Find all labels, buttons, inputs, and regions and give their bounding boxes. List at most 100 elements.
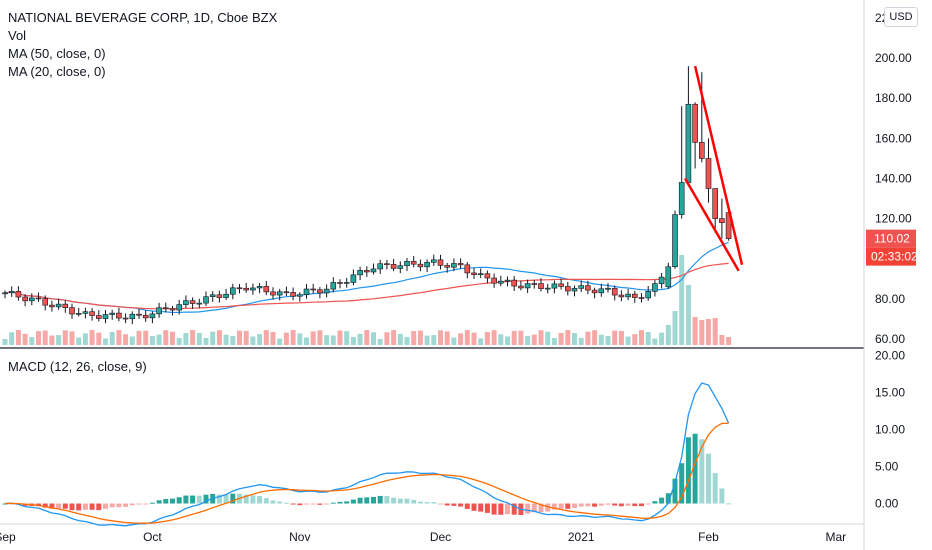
macd-histogram-bar	[525, 503, 531, 514]
macd-histogram-bar	[478, 503, 484, 512]
macd-histogram-bar	[659, 497, 665, 504]
volume-bar	[103, 338, 108, 345]
volume-bar	[679, 255, 685, 345]
volume-bar	[237, 330, 242, 345]
ma20-line	[4, 241, 729, 314]
candle-body	[236, 287, 243, 290]
macd-histogram-bar	[471, 503, 477, 511]
candle-body	[511, 279, 518, 287]
macd-histogram-bar	[49, 503, 55, 509]
price-tick-label: 160.00	[875, 131, 912, 145]
legend-title[interactable]: NATIONAL BEVERAGE CORP, 1D, Cboe BZX	[8, 10, 278, 25]
volume-bar	[357, 333, 363, 345]
volume-bar	[283, 332, 289, 345]
candle-body	[430, 259, 437, 263]
candle-body	[35, 297, 42, 300]
volume-bar	[458, 333, 464, 345]
volume-bar	[36, 331, 41, 345]
volume-bar	[277, 338, 283, 345]
volume-bar	[129, 336, 135, 345]
volume-bar	[210, 331, 216, 345]
volume-bar	[625, 336, 631, 345]
macd-histogram-bar	[618, 503, 624, 507]
macd-tick-label: 0.00	[875, 497, 899, 511]
macd-histogram-bar	[411, 499, 417, 504]
legend-macd[interactable]: MACD (12, 26, close, 9)	[8, 359, 147, 374]
currency-button[interactable]: USD	[884, 7, 918, 27]
volume-bar	[156, 334, 162, 345]
volume-bar	[498, 334, 504, 345]
volume-bar	[438, 330, 443, 345]
candle-body	[75, 313, 82, 315]
legend-vol[interactable]: Vol	[8, 28, 27, 43]
macd-histogram-bar	[364, 497, 370, 504]
macd-histogram-bar	[377, 495, 383, 504]
macd-histogram-bar	[505, 503, 510, 515]
legend-ma50[interactable]: MA (50, close, 0)	[8, 46, 106, 61]
macd-histogram-bar	[304, 503, 309, 505]
candle-body	[611, 287, 618, 296]
volume-bar	[324, 335, 330, 345]
volume-bar	[605, 335, 611, 345]
macd-histogram-bar	[82, 503, 88, 510]
macd-histogram-bar	[2, 503, 8, 505]
price-tick-label: 60.00	[875, 332, 905, 346]
candle-body	[417, 263, 424, 268]
volume-bar	[223, 334, 229, 345]
candle-body	[404, 261, 410, 267]
candle-body	[370, 268, 377, 273]
macd-histogram-bar	[699, 439, 705, 504]
candle-body	[42, 298, 49, 306]
candle-body	[283, 291, 290, 294]
volume-bar	[230, 336, 236, 345]
candle-body	[538, 283, 544, 289]
volume-bar	[551, 338, 557, 345]
macd-histogram-bar	[464, 503, 470, 509]
price-tick-label: 80.00	[875, 292, 905, 306]
candle-body	[544, 287, 551, 290]
macd-tick-label: 20.00	[875, 349, 905, 363]
macd-histogram-bar	[324, 503, 330, 505]
candle-body	[310, 288, 317, 291]
volume-bar	[310, 331, 316, 345]
candle-body	[618, 294, 625, 298]
volume-bar	[659, 332, 665, 345]
candle-body	[15, 291, 22, 298]
candle-body	[571, 288, 578, 292]
countdown-tag	[866, 247, 916, 266]
candle-body	[337, 282, 343, 284]
volume-bar	[170, 331, 175, 345]
legend-ma20[interactable]: MA (20, close, 0)	[8, 64, 106, 79]
price-tick-label: 180.00	[875, 91, 912, 105]
volume-bar	[9, 332, 15, 345]
moving-averages	[4, 241, 729, 314]
volume-bars	[2, 255, 732, 345]
macd-histogram-bar	[196, 495, 202, 504]
volume-bar	[270, 331, 276, 345]
candle-body	[270, 291, 276, 296]
candle-body	[323, 288, 330, 294]
candle-body	[712, 188, 719, 219]
macd-histogram-bar	[170, 498, 175, 504]
candlesticks[interactable]	[2, 66, 732, 325]
macd-histogram-bar	[257, 495, 263, 504]
candle-body	[109, 312, 115, 315]
macd-histogram-bar	[417, 501, 423, 504]
macd-histogram-bar	[585, 503, 591, 507]
candle-body	[276, 291, 283, 296]
macd-histogram-bar	[551, 503, 557, 510]
candle-body	[176, 304, 182, 311]
time-tick-label: Oct	[143, 530, 162, 544]
macd-tick-label: 5.00	[875, 460, 899, 474]
macd-histogram-bar	[163, 499, 169, 504]
volume-bar	[565, 330, 571, 345]
macd-histogram-bar	[545, 503, 551, 512]
candle-body	[82, 311, 89, 314]
volume-bar	[719, 335, 725, 345]
volume-bar	[578, 337, 584, 345]
macd-histogram-bar	[223, 494, 229, 504]
volume-bar	[203, 337, 209, 345]
macd-histogram-bar	[203, 494, 209, 504]
volume-bar	[538, 330, 544, 345]
axes: 60.0080.00100.00120.00140.00160.00180.00…	[0, 11, 918, 544]
